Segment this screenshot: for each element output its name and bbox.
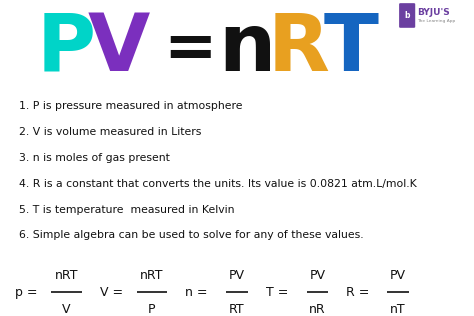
Text: n: n (218, 10, 275, 88)
Text: T: T (323, 10, 378, 88)
Text: 1. P is pressure measured in atmosphere: 1. P is pressure measured in atmosphere (19, 101, 243, 111)
Text: nT: nT (391, 302, 406, 316)
Text: n =: n = (185, 286, 208, 299)
Text: 3. n is moles of gas present: 3. n is moles of gas present (19, 153, 170, 163)
Text: p =: p = (15, 286, 37, 299)
Text: =: = (163, 18, 216, 80)
FancyBboxPatch shape (399, 3, 415, 28)
Text: R =: R = (346, 286, 370, 299)
Text: nR: nR (309, 302, 326, 316)
Text: 2. V is volume measured in Liters: 2. V is volume measured in Liters (19, 127, 201, 137)
Text: nRT: nRT (140, 269, 164, 282)
Text: PV: PV (229, 269, 245, 282)
Text: P: P (37, 10, 96, 88)
Text: BYJU'S: BYJU'S (417, 8, 450, 16)
Text: b: b (404, 11, 410, 20)
Text: 4. R is a constant that converts the units. Its value is 0.0821 atm.L/mol.K: 4. R is a constant that converts the uni… (19, 179, 417, 189)
Text: RT: RT (229, 302, 245, 316)
Text: T =: T = (266, 286, 289, 299)
Text: The Learning App: The Learning App (417, 19, 456, 23)
Text: V: V (87, 10, 150, 88)
Text: PV: PV (390, 269, 406, 282)
Text: V =: V = (100, 286, 123, 299)
Text: 6. Simple algebra can be used to solve for any of these values.: 6. Simple algebra can be used to solve f… (19, 230, 364, 240)
Text: R: R (268, 10, 329, 88)
Text: P: P (148, 302, 155, 316)
Text: nRT: nRT (55, 269, 78, 282)
Text: 5. T is temperature  measured in Kelvin: 5. T is temperature measured in Kelvin (19, 204, 235, 215)
Text: PV: PV (310, 269, 326, 282)
Text: V: V (62, 302, 71, 316)
